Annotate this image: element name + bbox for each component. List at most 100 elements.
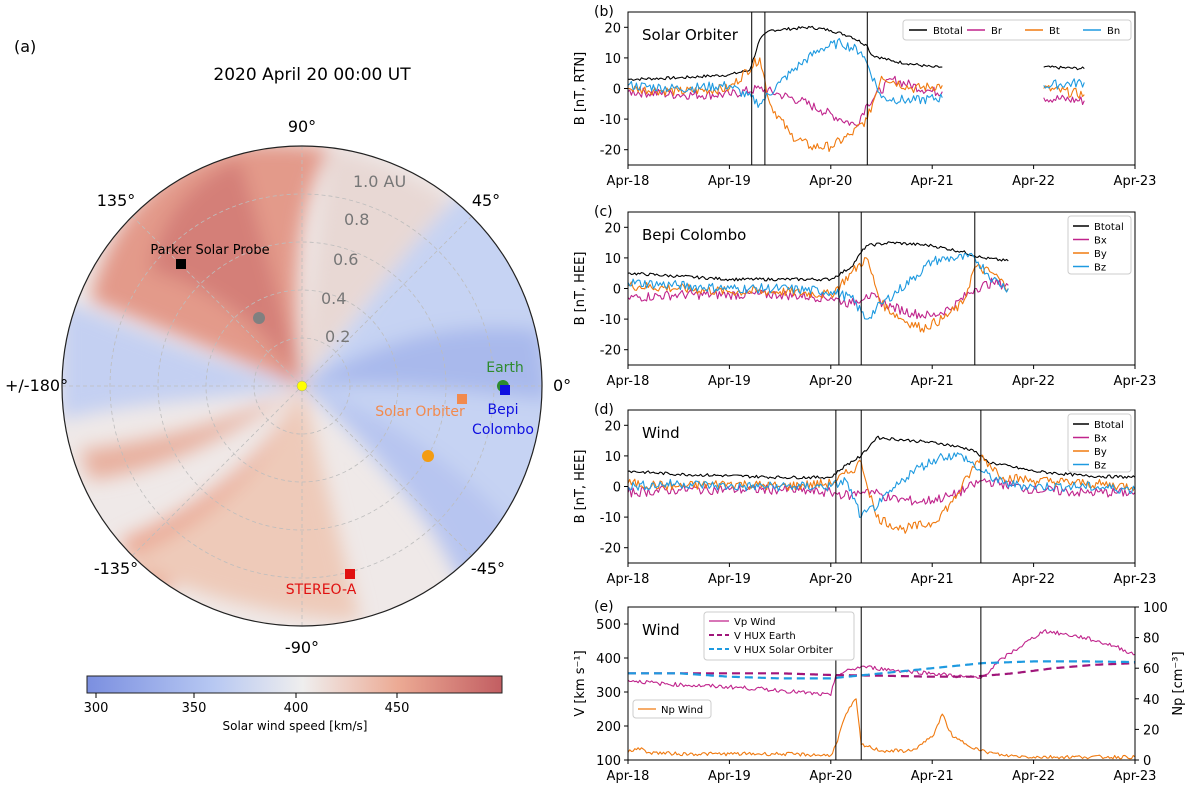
panel-label-e: (e): [594, 599, 614, 615]
xtick-label-e-4: Apr-22: [1012, 769, 1055, 784]
ytick-label-b-2: 0: [613, 83, 621, 98]
legend-label-b-2: Bt: [1049, 26, 1060, 37]
ytick-label-c-1: 10: [604, 252, 621, 267]
xtick-label-c-1: Apr-19: [708, 374, 751, 389]
xtick-label-b-0: Apr-18: [607, 174, 650, 189]
legend-label-c-1: Bx: [1094, 236, 1107, 247]
series-group-b: [628, 25, 1085, 153]
angle-label-45: 45°: [472, 191, 500, 210]
ytick-label-e-3: 200: [596, 720, 621, 735]
xtick-label-e-3: Apr-21: [911, 769, 954, 784]
colorbar-tick-400: 400: [284, 701, 309, 716]
xtick-label-b-1: Apr-19: [708, 174, 751, 189]
legend-box-c: [1067, 215, 1132, 275]
colorbar-tick-300: 300: [84, 701, 109, 716]
series-line-c-by: [628, 257, 1009, 333]
series-line-b-btotal: [628, 25, 1085, 81]
series-line-e-v-hux-solar-orbiter: [628, 660, 1135, 680]
radial-label-1.0: 1.0 AU: [353, 172, 406, 191]
legend-d: Btotal Bx By Bz: [1067, 413, 1132, 473]
angle-label-0: 0°: [553, 376, 571, 395]
series-group-c: [628, 241, 1009, 333]
ytick-label-c-0: 20: [604, 221, 621, 236]
panel-title-b: Solar Orbiter: [642, 26, 739, 44]
xtick-label-e-2: Apr-20: [809, 769, 852, 784]
angle-label-135: 135°: [97, 191, 136, 210]
series-line-b-bn: [628, 37, 1085, 108]
venus-marker: [253, 312, 265, 324]
ytick-label-e-1: 400: [596, 652, 621, 667]
ytick-label-d-3: -10: [600, 511, 621, 526]
solar-wind-map: [62, 146, 542, 626]
colorbar-tick-450: 450: [385, 701, 410, 716]
panel-title-c: Bepi Colombo: [642, 226, 746, 244]
radial-label-0.4: 0.4: [321, 289, 346, 308]
legend-e: Vp Wind V HUX Earth V HUX Solar Orbiter Np …: [632, 611, 855, 719]
ylabel-right-e: Np [cm⁻³]: [1171, 651, 1186, 715]
colorbar-label: Solar wind speed [km/s]: [223, 719, 368, 733]
bepi-label-1: Bepi: [488, 402, 519, 418]
ytick-label-e-2: 300: [596, 686, 621, 701]
polar-frame: [61, 145, 543, 627]
radial-label-0.8: 0.8: [344, 210, 369, 229]
radial-label-0.2: 0.2: [325, 327, 350, 346]
series-line-e-v-hux-earth: [628, 662, 1135, 678]
legend-box-e: [703, 611, 855, 661]
legend-label-e-2: V HUX Solar Orbiter: [734, 645, 834, 656]
xtick-label-d-4: Apr-22: [1012, 572, 1055, 587]
psp-marker: [176, 259, 186, 269]
axes-frame-e: [627, 606, 1136, 761]
ytick-right-label-e-0: 100: [1143, 601, 1168, 616]
legend-label-d-1: Bx: [1094, 434, 1107, 445]
psp-label: Parker Solar Probe: [150, 243, 269, 258]
ylabel-d: B [nT, HEE]: [573, 450, 588, 524]
xtick-label-e-1: Apr-19: [708, 769, 751, 784]
sun-marker: [296, 380, 308, 392]
panel-a: (a) 2020 April 20 00:00 UT: [5, 37, 571, 733]
xtick-label-d-0: Apr-18: [607, 572, 650, 587]
xtick-label-d-3: Apr-21: [911, 572, 954, 587]
legend-label-e-0: Vp Wind: [734, 617, 776, 628]
xtick-label-b-5: Apr-23: [1114, 174, 1157, 189]
angle-label-m135: -135°: [94, 559, 138, 578]
panel-title-e: Wind: [642, 621, 680, 639]
legend-label-c-3: Bz: [1094, 263, 1106, 274]
xtick-label-e-0: Apr-18: [607, 769, 650, 784]
panel-label-b: (b): [594, 4, 614, 20]
ylabel-c: B [nT, HEE]: [573, 252, 588, 326]
ytick-label-b-1: 10: [604, 52, 621, 67]
series-line-e-vp-wind: [628, 629, 1135, 697]
series-line-c-bz: [628, 252, 1009, 320]
xtick-label-e-5: Apr-23: [1114, 769, 1157, 784]
ytick-label-b-4: -20: [600, 144, 621, 159]
ylabel-b: B [nT, RTN]: [573, 52, 588, 125]
angle-label-m45: -45°: [471, 559, 505, 578]
radial-labels: 0.2 0.4 0.6 0.8 1.0 AU: [321, 172, 406, 346]
ytick-right-label-e-3: 40: [1143, 693, 1160, 708]
legend-label-b-3: Bn: [1107, 26, 1120, 37]
ytick-right-label-e-1: 80: [1143, 632, 1160, 647]
legend-right-box-e: [632, 699, 712, 719]
ytick-label-d-4: -20: [600, 542, 621, 557]
legend-label-b-0: Btotal: [933, 26, 963, 37]
solo-label: Solar Orbiter: [375, 404, 465, 420]
legend-box-b: [902, 19, 1132, 41]
series-line-d-bz: [628, 452, 1135, 518]
solo-marker: [457, 394, 467, 404]
series-line-d-bx: [628, 477, 1135, 506]
ytick-label-c-3: -10: [600, 313, 621, 328]
xtick-label-d-1: Apr-19: [708, 572, 751, 587]
stereo-marker: [345, 569, 355, 579]
mercury-marker: [422, 450, 434, 462]
legend-right-label-e-0: Np Wind: [661, 705, 703, 716]
legend-c: Btotal Bx By Bz: [1067, 215, 1132, 275]
panel-a-title: 2020 April 20 00:00 UT: [213, 65, 411, 85]
legend-b: Btotal Br Bt Bn: [902, 19, 1132, 41]
angle-label-180: +/-180°: [5, 376, 68, 395]
radial-label-0.6: 0.6: [333, 250, 358, 269]
panel-label-d: (d): [594, 402, 614, 418]
series-line-d-btotal: [628, 435, 1135, 480]
angle-labels: 90° 45° 0° -45° -90° -135° +/-180° 135°: [5, 117, 571, 657]
